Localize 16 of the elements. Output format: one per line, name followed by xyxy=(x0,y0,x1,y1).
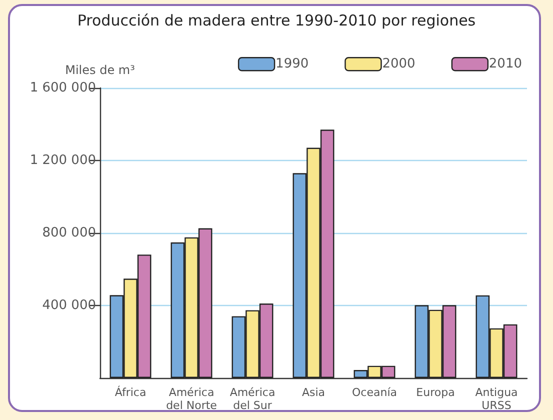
x-tick-label: América del Norte xyxy=(166,386,218,412)
x-tick-label: América del Sur xyxy=(230,386,276,412)
y-tick-label: 400 000 xyxy=(42,298,96,313)
x-tick-label: Europa xyxy=(416,386,455,399)
y-tick-label: 800 000 xyxy=(42,226,96,240)
x-tick-label: África xyxy=(114,385,146,399)
chart-title: Producción de madera entre 1990-2010 por regiones xyxy=(77,12,476,30)
x-tick-label: Asia xyxy=(302,386,326,399)
legend-label: 1990 xyxy=(276,56,309,72)
x-tick-label: Antigua URSS xyxy=(475,386,518,412)
y-axis-title: Miles de m³ xyxy=(65,63,136,77)
legend-label: 2010 xyxy=(488,56,522,72)
y-tick-label: 1 200 000 xyxy=(30,153,96,168)
x-tick-label: Oceanía xyxy=(352,386,397,399)
y-tick-label: 1 600 000 xyxy=(30,80,96,96)
legend-label: 2000 xyxy=(382,56,416,72)
